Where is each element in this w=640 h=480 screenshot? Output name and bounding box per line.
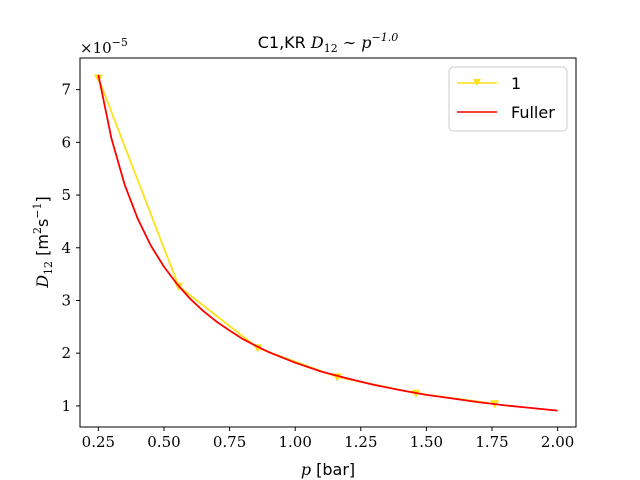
legend-label-fuller: Fuller <box>511 103 555 122</box>
y-label-var: D <box>33 275 52 289</box>
y-axis-ticks: 1 2 3 4 5 6 7 <box>61 81 80 415</box>
title-prefix: C1,KR <box>258 33 311 52</box>
series-line-1 <box>97 74 558 412</box>
x-tick-label: 0.25 <box>82 433 115 451</box>
title-exp: −1.0 <box>372 31 399 44</box>
x-axis-label: p [bar] <box>301 460 355 479</box>
y-tick-label: 6 <box>61 133 71 151</box>
x-tick-label: 1.75 <box>475 433 508 451</box>
y-tick-label: 7 <box>61 81 71 99</box>
x-label-var: p <box>301 460 311 479</box>
legend-marker-1 <box>473 79 481 86</box>
x-tick-label: 1.50 <box>410 433 443 451</box>
x-tick-label: 1.00 <box>278 433 311 451</box>
y-label-exp1: 2 <box>31 227 44 234</box>
series-line-0 <box>97 77 495 405</box>
y-label-unit-open: [m <box>33 234 52 261</box>
y-offset-base: ×10 <box>80 39 112 57</box>
legend-label-1: 1 <box>511 74 521 93</box>
plot-layer <box>93 74 558 412</box>
y-label-sub: 12 <box>42 261 55 275</box>
plot-frame <box>79 57 577 428</box>
y-offset-text: ×10−5 <box>80 36 128 57</box>
y-tick-label: 4 <box>61 239 71 257</box>
y-label-exp2: −1 <box>31 202 44 218</box>
title-var: D <box>310 33 324 52</box>
y-tick-label: 2 <box>61 344 71 362</box>
title-base: p <box>361 33 371 52</box>
y-axis-label: D12 [m2s−1] <box>31 196 55 289</box>
x-label-unit: [bar] <box>311 460 355 479</box>
title-sub: 12 <box>324 42 338 55</box>
x-tick-label: 1.25 <box>344 433 377 451</box>
y-label-unit-close: ] <box>33 196 52 202</box>
y-label-unit-mid: s <box>33 219 52 227</box>
title-rel: ∼ <box>338 33 362 52</box>
y-tick-label: 5 <box>61 186 71 204</box>
legend: 1 Fuller <box>448 66 568 132</box>
y-tick-label: 1 <box>61 397 71 415</box>
x-tick-label: 2.00 <box>541 433 574 451</box>
x-axis-ticks: 0.25 0.50 0.75 1.00 1.25 1.50 1.75 2.00 <box>82 427 574 451</box>
x-tick-label: 0.75 <box>213 433 246 451</box>
x-tick-label: 0.50 <box>147 433 180 451</box>
y-tick-label: 3 <box>61 291 71 309</box>
chart-title: C1,KR D12 ∼ p−1.0 <box>258 31 399 55</box>
y-offset-exp: −5 <box>112 36 128 49</box>
